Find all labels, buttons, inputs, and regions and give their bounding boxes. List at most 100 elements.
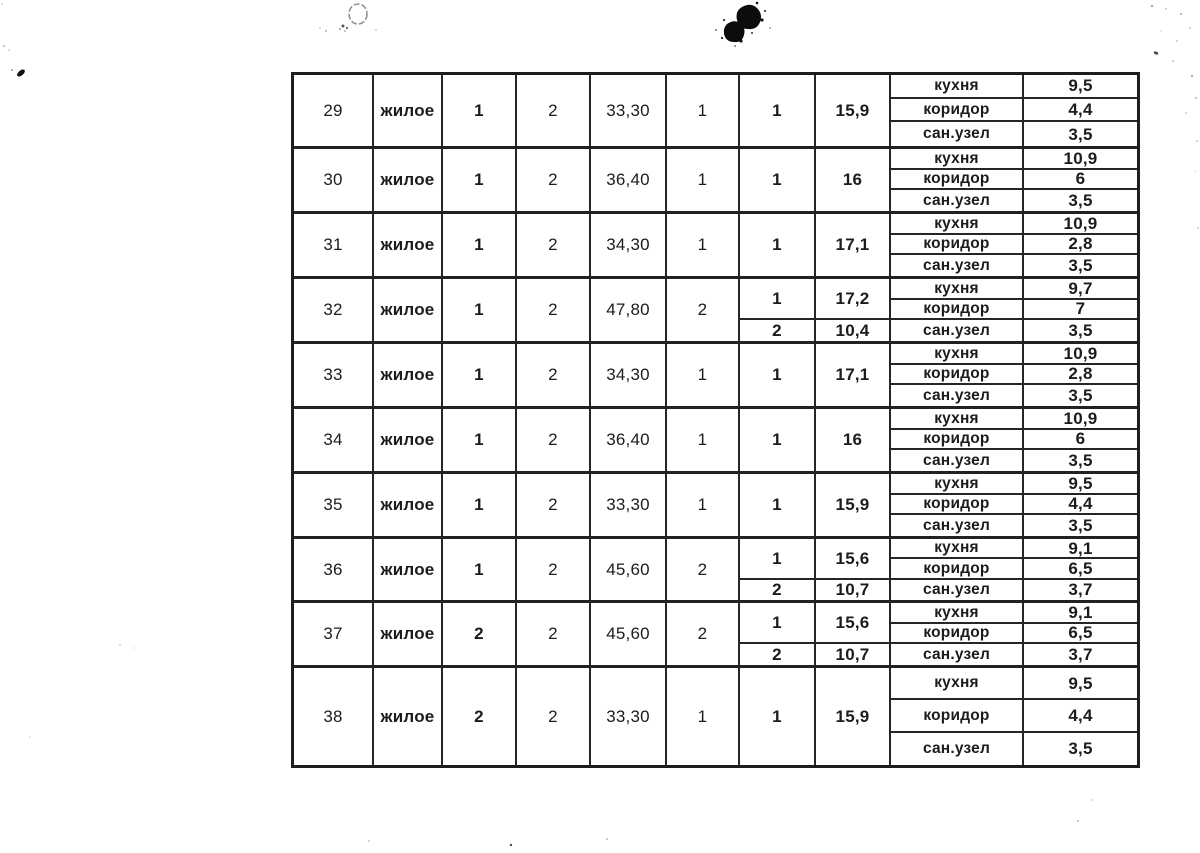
cell-total-area: 33,30 [591, 474, 667, 536]
cell-room-area: 10,7 [816, 579, 891, 600]
stain-circle [319, 3, 377, 32]
table-row: 31 жилое 1 2 34,30 1 1 17,1 кухня 10,9 к… [294, 214, 1137, 279]
cell-space-name: коридор [891, 623, 1024, 645]
table-row: 36 жилое 1 2 45,60 2 1 15,6 2 10,7 кухня… [294, 539, 1137, 603]
cell-space-area: 9,5 [1024, 668, 1137, 701]
cell-purpose: жилое [374, 409, 443, 471]
cell-purpose: жилое [374, 279, 443, 341]
cell-room-number: 2 [740, 320, 816, 341]
cell-col3: 1 [443, 149, 517, 211]
cell-flat-number: 29 [294, 75, 374, 146]
cell-space-name: кухня [891, 279, 1024, 300]
cell-room-number: 1 [740, 539, 816, 580]
cell-flat-number: 34 [294, 409, 374, 471]
cell-col4: 2 [517, 603, 591, 665]
table-row: 34 жилое 1 2 36,40 1 1 16 кухня 10,9 кор… [294, 409, 1137, 474]
cell-space-name: кухня [891, 75, 1024, 99]
cell-col3: 1 [443, 539, 517, 600]
cell-total-area: 36,40 [591, 409, 667, 471]
cell-col3: 1 [443, 344, 517, 406]
cell-purpose: жилое [374, 214, 443, 276]
cell-purpose: жилое [374, 668, 443, 765]
table-row: 32 жилое 1 2 47,80 2 1 17,2 2 10,4 кухня… [294, 279, 1137, 344]
table-row: 30 жилое 1 2 36,40 1 1 16 кухня 10,9 кор… [294, 149, 1137, 214]
cell-col4: 2 [517, 75, 591, 146]
cell-total-area: 33,30 [591, 668, 667, 765]
cell-flat-number: 30 [294, 149, 374, 211]
cell-rooms-count: 1 [667, 409, 740, 471]
cell-col4: 2 [517, 474, 591, 536]
cell-space-name: коридор [891, 559, 1024, 580]
cell-total-area: 45,60 [591, 539, 667, 600]
cell-space-name: сан.узел [891, 255, 1024, 276]
table-row: 35 жилое 1 2 33,30 1 1 15,9 кухня 9,5 ко… [294, 474, 1137, 539]
cell-flat-number: 36 [294, 539, 374, 600]
cell-space-area: 3,5 [1068, 516, 1093, 536]
table-row: 37 жилое 2 2 45,60 2 1 15,6 2 10,7 кухня… [294, 603, 1137, 668]
edge-specks [1151, 5, 1199, 229]
cell-space-name: кухня [891, 668, 1024, 701]
cell-room-area: 10,7 [816, 644, 891, 665]
cell-col4: 2 [517, 149, 591, 211]
cell-total-area: 34,30 [591, 344, 667, 406]
cell-flat-number: 32 [294, 279, 374, 341]
cell-room-number: 1 [740, 75, 816, 146]
table-row: 33 жилое 1 2 34,30 1 1 17,1 кухня 10,9 к… [294, 344, 1137, 409]
cell-space-area: 10,9 [1024, 149, 1137, 170]
cell-space-area: 3,7 [1068, 580, 1093, 600]
cell-room-area: 17,2 [816, 279, 891, 321]
cell-space-area: 10,9 [1024, 214, 1137, 235]
cell-space-area: 6,5 [1024, 624, 1137, 645]
cell-space-name: сан.узел [891, 122, 1024, 146]
cell-space-area: 9,5 [1024, 75, 1137, 99]
cell-space-area: 9,1 [1024, 603, 1137, 624]
cell-col3: 2 [443, 668, 517, 765]
cell-space-name: кухня [891, 539, 1024, 560]
cell-space-area: 3,5 [1068, 386, 1093, 406]
table-row: 29 жилое 1 2 33,30 1 1 15,9 кухня 9,5 ко… [294, 75, 1137, 149]
cell-space-name: сан.узел [891, 320, 1024, 341]
cell-room-area: 10,4 [816, 320, 891, 341]
cell-space-area: 3,7 [1068, 645, 1093, 665]
cell-space-area: 4,4 [1024, 700, 1137, 733]
cell-space-name: сан.узел [891, 385, 1024, 406]
cell-space-area: 2,8 [1024, 365, 1137, 386]
cell-space-area: 6,5 [1024, 559, 1137, 580]
pen-mark [1, 3, 25, 77]
cell-purpose: жилое [374, 539, 443, 600]
cell-space-area: 4,4 [1024, 99, 1137, 123]
cell-col4: 2 [517, 214, 591, 276]
cell-space-name: кухня [891, 214, 1024, 235]
cell-flat-number: 31 [294, 214, 374, 276]
cell-total-area: 33,30 [591, 75, 667, 146]
cell-space-name: сан.узел [891, 644, 1024, 665]
cell-space-name: коридор [891, 700, 1024, 733]
cell-room-number: 1 [740, 149, 816, 211]
cell-space-area: 6 [1024, 170, 1137, 191]
cell-space-name: коридор [891, 234, 1024, 256]
cell-rooms-count: 1 [667, 344, 740, 406]
cell-flat-number: 38 [294, 668, 374, 765]
cell-space-area: 3,5 [1068, 321, 1093, 341]
cell-flat-number: 37 [294, 603, 374, 665]
cell-space-area: 6 [1024, 430, 1137, 451]
cell-room-number: 2 [740, 644, 816, 665]
cell-space-name: кухня [891, 603, 1024, 624]
cell-rooms-count: 2 [667, 603, 740, 665]
cell-rooms-count: 1 [667, 214, 740, 276]
cell-total-area: 47,80 [591, 279, 667, 341]
cell-purpose: жилое [374, 474, 443, 536]
table-row: 38 жилое 2 2 33,30 1 1 15,9 кухня 9,5 ко… [294, 668, 1137, 765]
cell-space-name: сан.узел [891, 579, 1024, 600]
cell-space-area: 10,9 [1024, 409, 1137, 430]
cell-col4: 2 [517, 344, 591, 406]
cell-space-name: коридор [891, 429, 1024, 451]
cell-flat-number: 33 [294, 344, 374, 406]
cell-space-name: сан.узел [891, 190, 1024, 211]
cell-space-area: 3,5 [1068, 191, 1093, 211]
cell-space-area: 9,1 [1024, 539, 1137, 560]
cell-space-name: коридор [891, 299, 1024, 321]
cell-flat-number: 35 [294, 474, 374, 536]
cell-col4: 2 [517, 668, 591, 765]
